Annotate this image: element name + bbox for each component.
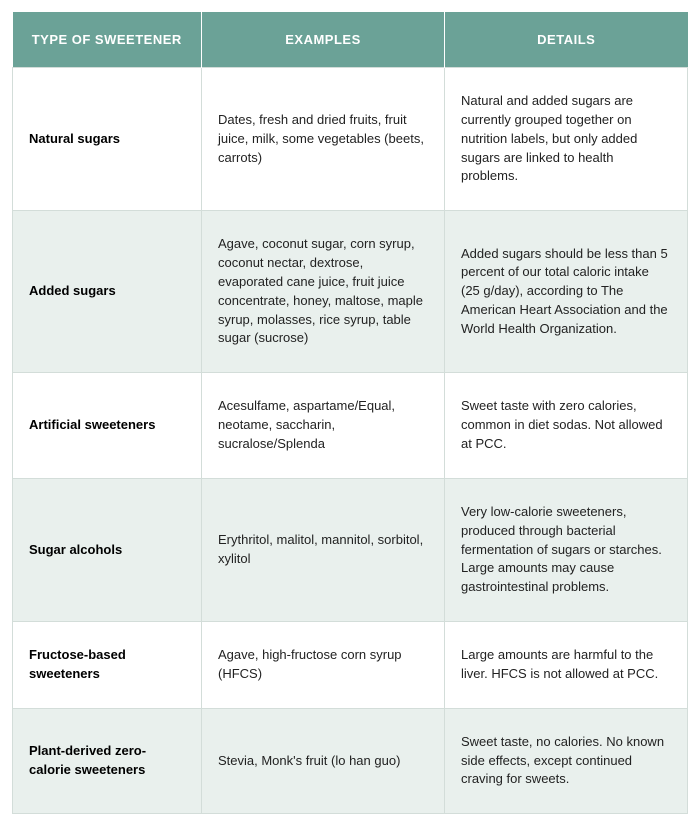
table-row: Fructose-based sweetenersAgave, high-fru… [13, 622, 688, 709]
cell-details: Added sugars should be less than 5 perce… [445, 211, 688, 373]
cell-examples: Agave, coconut sugar, corn syrup, coconu… [202, 211, 445, 373]
table-row: Plant-derived zero-calorie sweetenersSte… [13, 708, 688, 814]
table-body: Natural sugarsDates, fresh and dried fru… [13, 68, 688, 814]
col-header-details: DETAILS [445, 12, 688, 68]
cell-examples: Dates, fresh and dried fruits, fruit jui… [202, 68, 445, 211]
cell-examples: Stevia, Monk's fruit (lo han guo) [202, 708, 445, 814]
cell-examples: Acesulfame, aspartame/Equal, neotame, sa… [202, 373, 445, 479]
table-header: TYPE OF SWEETENER EXAMPLES DETAILS [13, 12, 688, 68]
col-header-examples: EXAMPLES [202, 12, 445, 68]
cell-type: Natural sugars [13, 68, 202, 211]
cell-examples: Erythritol, malitol, mannitol, sorbitol,… [202, 478, 445, 621]
cell-details: Sweet taste, no calories. No known side … [445, 708, 688, 814]
cell-details: Sweet taste with zero calories, common i… [445, 373, 688, 479]
cell-details: Very low-calorie sweeteners, produced th… [445, 478, 688, 621]
sweeteners-table: TYPE OF SWEETENER EXAMPLES DETAILS Natur… [12, 12, 688, 814]
table-row: Sugar alcoholsErythritol, malitol, manni… [13, 478, 688, 621]
cell-type: Added sugars [13, 211, 202, 373]
cell-examples: Agave, high-fructose corn syrup (HFCS) [202, 622, 445, 709]
cell-type: Plant-derived zero-calorie sweeteners [13, 708, 202, 814]
cell-details: Large amounts are harmful to the liver. … [445, 622, 688, 709]
table-row: Natural sugarsDates, fresh and dried fru… [13, 68, 688, 211]
cell-details: Natural and added sugars are currently g… [445, 68, 688, 211]
table-row: Added sugarsAgave, coconut sugar, corn s… [13, 211, 688, 373]
cell-type: Fructose-based sweeteners [13, 622, 202, 709]
col-header-type: TYPE OF SWEETENER [13, 12, 202, 68]
table-row: Artificial sweetenersAcesulfame, asparta… [13, 373, 688, 479]
cell-type: Artificial sweeteners [13, 373, 202, 479]
cell-type: Sugar alcohols [13, 478, 202, 621]
